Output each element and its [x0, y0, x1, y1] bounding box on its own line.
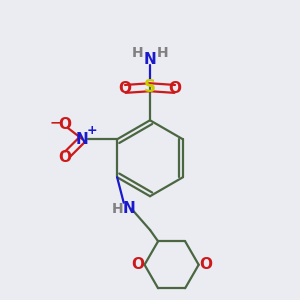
- Text: H: H: [132, 46, 143, 60]
- Text: O: O: [168, 81, 181, 96]
- Text: +: +: [86, 124, 97, 136]
- Text: O: O: [58, 150, 71, 165]
- Text: N: N: [122, 201, 135, 216]
- Text: O: O: [58, 117, 71, 132]
- Text: O: O: [200, 257, 212, 272]
- Text: O: O: [131, 257, 144, 272]
- Text: H: H: [157, 46, 168, 60]
- Text: −: −: [49, 116, 61, 130]
- Text: N: N: [76, 132, 89, 147]
- Text: H: H: [111, 202, 123, 216]
- Text: O: O: [119, 81, 132, 96]
- Text: N: N: [144, 52, 156, 67]
- Text: S: S: [144, 78, 156, 96]
